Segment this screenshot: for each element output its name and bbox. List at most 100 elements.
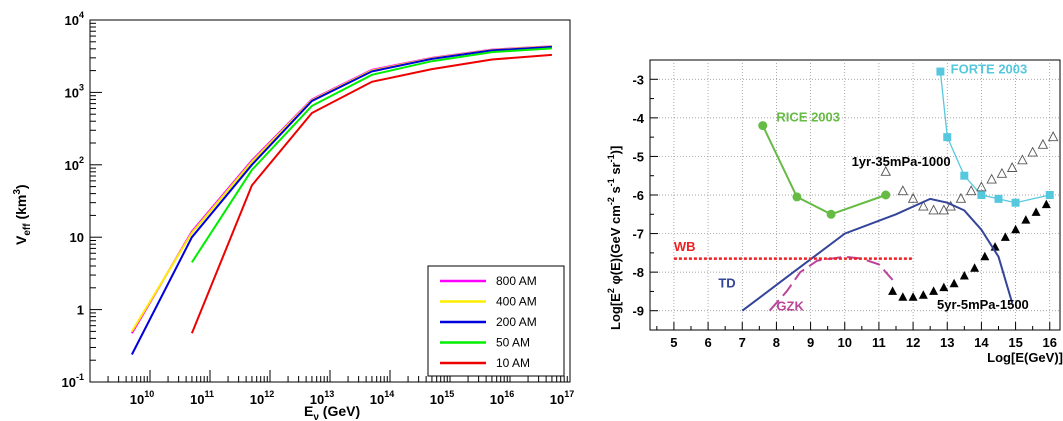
c2-series-line — [741, 197, 1014, 312]
c1-x-tick-exp: 15 — [444, 389, 454, 399]
c2-point — [996, 167, 1008, 178]
c2-point — [994, 194, 1003, 203]
c2-point — [1047, 131, 1059, 142]
c2-point — [758, 121, 768, 131]
c1-series-line — [131, 45, 552, 355]
c1-y-tick-base: 10 — [62, 375, 76, 390]
c1-y-axis-label-tail: (km — [13, 195, 29, 224]
c2-point — [970, 263, 980, 272]
c1-y-tick-base: 10 — [70, 230, 84, 245]
c2-axis-ticks: 5 6 7 8 9 10 11 12 13 14 15 16 -3 -4 -5 -6 -7 -8 -9 — [632, 59, 1057, 350]
c2-y-tick-label: -6 — [632, 188, 644, 203]
c1-y-tick-base: 1 — [77, 303, 84, 318]
c2-y-label-part: φ(E)(GeV cm — [608, 205, 623, 288]
c2-y-tick-label: -5 — [632, 149, 644, 164]
c2-point — [960, 171, 969, 180]
c2-series — [673, 67, 1059, 312]
c2-x-tick-label: 9 — [807, 335, 814, 350]
c2-point — [976, 181, 987, 192]
c1-x-tick-label: 1010 — [130, 389, 154, 407]
c2-x-tick-label: 6 — [704, 335, 711, 350]
c2-point — [908, 292, 918, 301]
c2-annotation: FORTE 2003 — [951, 62, 1028, 77]
c1-x-tick-base: 10 — [550, 392, 564, 407]
c2-x-tick-label: 15 — [1008, 335, 1022, 350]
c2-point — [918, 290, 928, 299]
c2-point — [1011, 224, 1021, 234]
c2-point — [1011, 198, 1020, 207]
c1-x-axis-label-tail: (GeV) — [319, 403, 360, 419]
c1-x-tick-label: 1013 — [310, 389, 334, 407]
c1-x-tick-exp: 14 — [384, 389, 394, 399]
c1-series-line — [191, 47, 552, 263]
c1-legend-label: 800 AM — [496, 274, 537, 288]
c2-y-label-sup: -2 — [606, 197, 616, 205]
c2-point — [880, 165, 891, 176]
c2-point — [959, 271, 969, 280]
c2-point — [928, 204, 939, 215]
c2-x-tick-label: 5 — [670, 335, 677, 350]
c1-x-axis-label-sub: ν — [313, 412, 319, 421]
c1-y-tick-label: 102 — [65, 155, 84, 173]
c2-point — [980, 251, 990, 261]
c1-y-tick-label: 10-1 — [62, 372, 84, 390]
c2-point — [977, 191, 986, 199]
c1-y-axis-label-sup: 3 — [12, 189, 23, 195]
c2-point — [1027, 146, 1038, 157]
c1-legend: 800 AM 400 AM 200 AM 50 AM 10 AM — [427, 265, 565, 377]
c2-y-tick-label: -9 — [632, 304, 644, 319]
c2-y-label-part: Log[E — [608, 293, 623, 330]
c1-legend-label: 50 AM — [496, 336, 530, 350]
c2-point — [1006, 162, 1018, 172]
c2-point — [792, 192, 802, 202]
c2-annotation: 1yr-35mPa-1000 — [852, 154, 951, 169]
c2-point — [907, 192, 919, 203]
c2-annotation: RICE 2003 — [776, 110, 840, 125]
c1-x-tick-base: 10 — [250, 392, 264, 407]
c2-point — [939, 282, 949, 292]
c1-y-tick-label: 104 — [65, 10, 84, 28]
c2-point — [898, 292, 908, 301]
c2-y-tick-label: -4 — [632, 111, 644, 126]
c2-point — [918, 200, 929, 211]
c2-point — [826, 209, 836, 219]
c2-x-tick-label: 12 — [906, 335, 920, 350]
c2-point — [1021, 215, 1031, 224]
c1-y-tick-exp: 4 — [79, 10, 84, 20]
c2-y-tick-label: -8 — [632, 265, 644, 280]
c1-series-line — [190, 53, 552, 334]
c2-annotations: RICE 2003 FORTE 2003 1yr-35mPa-1000 WB TD GZK… — [674, 62, 1029, 314]
c1-x-tick-base: 10 — [490, 392, 504, 407]
c1-x-tick-exp: 13 — [324, 389, 334, 399]
c2-annotation: TD — [718, 276, 735, 291]
c2-point — [929, 286, 939, 295]
c1-x-tick-base: 10 — [310, 392, 324, 407]
c2-x-tick-label: 7 — [739, 335, 746, 350]
c1-y-tick-base: 10 — [65, 13, 79, 28]
c2-point — [1045, 191, 1054, 199]
c2-y-label-sup: -1 — [606, 154, 616, 162]
c2-y-label-part: sr — [608, 162, 623, 178]
c2-point — [949, 278, 959, 288]
c1-x-tick-exp: 12 — [264, 389, 274, 399]
c1-legend-label: 200 AM — [496, 315, 537, 329]
c1-x-tick-label: 1012 — [250, 389, 274, 407]
c2-annotation: GZK — [776, 299, 804, 314]
c1-ticks — [89, 19, 571, 383]
c2-y-tick-label: -3 — [632, 72, 644, 87]
c2-y-label-sup: 2 — [606, 288, 616, 293]
c1-y-axis-label-sub: eff — [22, 223, 33, 236]
c2-annotation: 5yr-5mPa-1500 — [937, 297, 1029, 312]
c2-point — [1031, 207, 1041, 216]
c1-y-tick-label: 103 — [65, 82, 84, 100]
c1-y-tick-exp: 2 — [79, 155, 84, 165]
c1-y-axis-label-main: V — [13, 235, 29, 245]
c1-x-tick-base: 10 — [430, 392, 444, 407]
c2-point — [986, 173, 997, 184]
c2-y-label-part: )] — [608, 146, 623, 155]
c2-point — [965, 185, 977, 196]
c1-x-tick-label: 1014 — [370, 389, 394, 407]
c2-point — [888, 286, 898, 295]
